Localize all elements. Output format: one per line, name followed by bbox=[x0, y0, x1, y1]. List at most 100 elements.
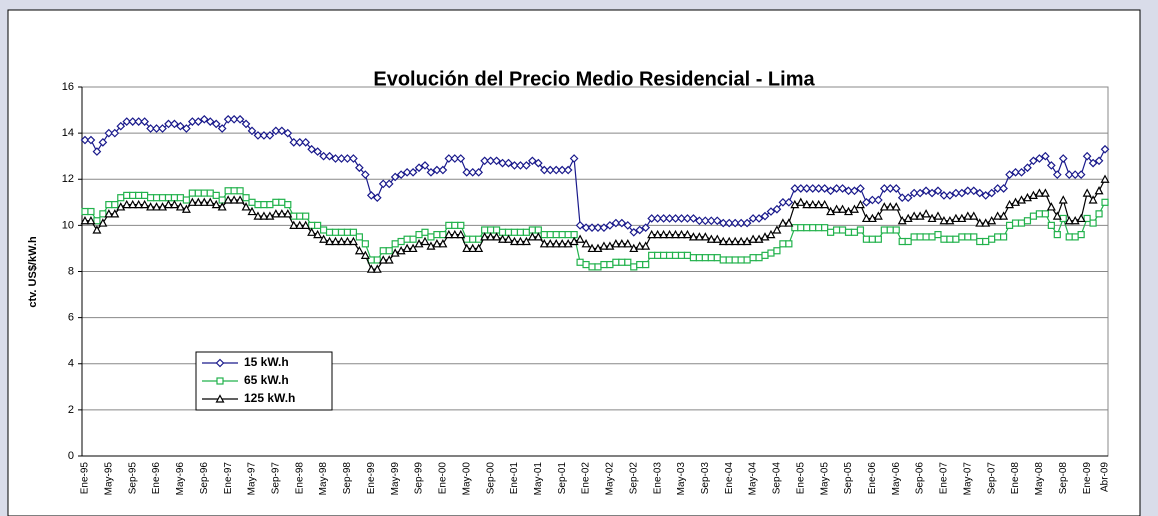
point bbox=[492, 232, 502, 241]
x-tick-label: Ene-09 bbox=[1082, 462, 1093, 495]
point bbox=[319, 226, 328, 234]
point bbox=[432, 165, 442, 175]
x-tick-label: Sep-98 bbox=[342, 462, 353, 495]
point bbox=[534, 226, 542, 234]
point bbox=[438, 239, 448, 248]
point bbox=[599, 241, 609, 250]
point bbox=[247, 126, 257, 136]
point bbox=[958, 233, 966, 241]
point bbox=[241, 202, 251, 211]
point bbox=[993, 211, 1003, 220]
point bbox=[832, 184, 841, 193]
point bbox=[129, 191, 137, 199]
point bbox=[474, 167, 484, 177]
point bbox=[1076, 170, 1086, 179]
point bbox=[671, 214, 680, 223]
legend-label: 15 kW.h bbox=[244, 355, 289, 369]
point bbox=[773, 247, 781, 255]
point bbox=[200, 189, 208, 197]
point bbox=[206, 189, 214, 197]
x-tick-label: Sep-00 bbox=[485, 462, 496, 495]
point bbox=[480, 156, 489, 166]
point bbox=[629, 243, 639, 253]
point bbox=[1082, 151, 1092, 161]
point bbox=[682, 229, 692, 239]
point bbox=[611, 239, 621, 248]
point bbox=[856, 226, 865, 234]
point bbox=[498, 234, 508, 243]
point bbox=[474, 243, 484, 253]
point bbox=[248, 198, 256, 206]
point bbox=[778, 197, 788, 207]
point bbox=[104, 209, 114, 218]
point bbox=[205, 197, 215, 206]
point bbox=[176, 194, 185, 202]
point bbox=[784, 197, 794, 207]
point bbox=[480, 232, 490, 241]
point bbox=[808, 184, 818, 193]
point bbox=[86, 215, 96, 225]
x-tick-label: May-03 bbox=[676, 462, 687, 496]
point bbox=[1005, 170, 1014, 179]
point bbox=[582, 260, 590, 269]
point bbox=[1053, 231, 1061, 239]
point bbox=[1041, 151, 1050, 161]
point bbox=[469, 235, 477, 243]
point bbox=[1034, 188, 1044, 197]
y-tick-label: 12 bbox=[62, 173, 74, 185]
legend-label: 125 kW.h bbox=[244, 391, 295, 405]
point bbox=[182, 196, 190, 204]
point bbox=[1035, 154, 1044, 163]
point bbox=[885, 202, 895, 211]
point bbox=[748, 214, 758, 223]
point bbox=[736, 218, 746, 228]
point bbox=[194, 189, 202, 197]
x-tick-label: Ene-96 bbox=[151, 462, 162, 495]
point bbox=[296, 212, 304, 220]
point bbox=[921, 209, 931, 218]
point bbox=[654, 251, 662, 259]
point bbox=[235, 195, 245, 204]
point bbox=[636, 260, 644, 269]
point bbox=[557, 165, 567, 175]
point bbox=[295, 138, 305, 147]
point bbox=[336, 236, 346, 246]
point bbox=[498, 228, 507, 236]
point bbox=[99, 210, 107, 218]
point bbox=[785, 240, 793, 248]
point bbox=[450, 229, 460, 239]
x-tick-label: Ene-00 bbox=[438, 462, 449, 495]
point bbox=[934, 231, 942, 239]
point bbox=[486, 156, 495, 166]
point bbox=[593, 243, 603, 253]
point bbox=[1011, 167, 1020, 177]
point bbox=[915, 211, 925, 220]
x-tick-label: Ene-07 bbox=[939, 462, 950, 495]
point bbox=[951, 188, 961, 198]
point bbox=[618, 258, 626, 266]
point bbox=[969, 186, 979, 196]
x-tick-label: May-96 bbox=[175, 462, 186, 496]
point bbox=[606, 260, 614, 269]
y-axis-label: ctv. US$/kW.h bbox=[27, 236, 39, 308]
point bbox=[713, 254, 721, 262]
point bbox=[462, 167, 472, 177]
chart-title: Evolución del Precio Medio Residencial -… bbox=[373, 68, 815, 90]
point bbox=[528, 226, 536, 234]
point bbox=[360, 170, 370, 179]
point bbox=[360, 250, 370, 259]
point bbox=[790, 199, 800, 209]
point bbox=[355, 233, 363, 241]
point bbox=[229, 114, 239, 124]
point bbox=[594, 263, 602, 271]
point bbox=[951, 213, 961, 223]
point bbox=[928, 233, 936, 241]
point bbox=[581, 239, 591, 248]
point bbox=[1017, 219, 1026, 227]
x-tick-label: Ene-08 bbox=[1010, 462, 1021, 495]
point bbox=[605, 241, 615, 250]
x-tick-label: Sep-06 bbox=[915, 462, 926, 495]
point bbox=[1076, 213, 1086, 223]
point bbox=[164, 194, 173, 202]
point bbox=[509, 236, 519, 246]
